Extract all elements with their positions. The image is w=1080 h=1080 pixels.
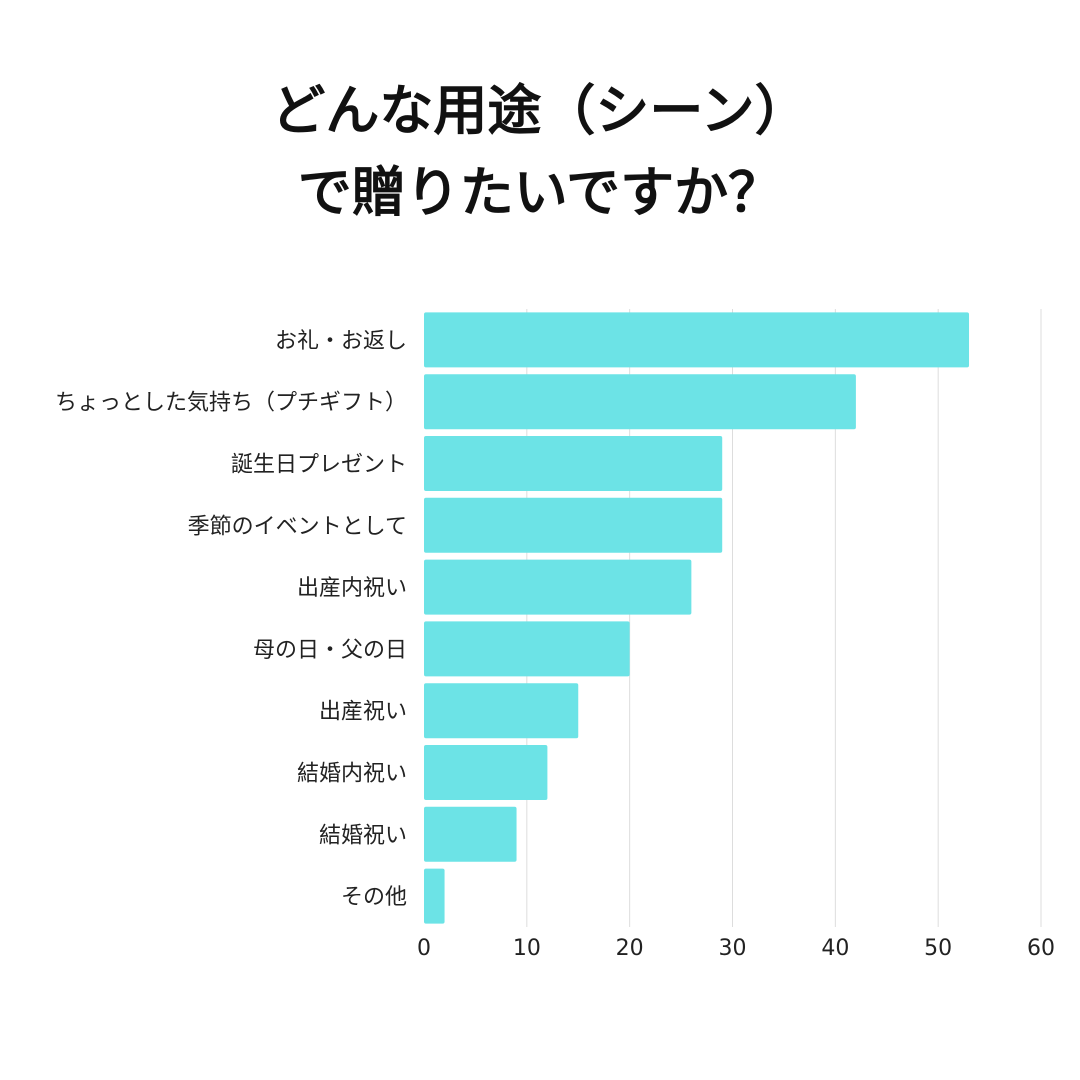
x-axis-ticks: 0 10 20 30 40 50 60 (417, 936, 1055, 961)
x-tick-label: 60 (1027, 936, 1055, 961)
bar (424, 621, 630, 677)
category-label: ちょっとした気持ち（プチギフト） (55, 391, 407, 416)
bar (424, 745, 548, 800)
category-label: 誕生日プレゼント (231, 453, 407, 478)
bar (424, 436, 723, 491)
chart-title-line-2: で贈りたいですか？ (297, 161, 783, 224)
bars (424, 312, 970, 924)
x-tick-label: 50 (924, 936, 952, 961)
x-tick-label: 10 (513, 936, 541, 961)
bar (424, 312, 970, 368)
category-label: その他 (341, 885, 407, 910)
category-label: 結婚祝い (319, 823, 407, 848)
bar (424, 806, 517, 862)
category-label: 出産内祝い (297, 576, 407, 601)
bar (424, 868, 445, 924)
chart-title: どんな用途（シーン） で贈りたいですか？ (0, 70, 1080, 234)
x-tick-label: 40 (821, 936, 849, 961)
bar (424, 497, 723, 553)
category-label: 結婚内祝い (297, 762, 407, 787)
category-label: お礼・お返し (275, 329, 407, 354)
x-tick-label: 30 (719, 936, 747, 961)
bar (424, 559, 692, 615)
x-tick-label: 20 (616, 936, 644, 961)
x-tick-label: 0 (417, 936, 431, 961)
bar (424, 374, 856, 430)
category-label: 母の日・父の日 (253, 638, 407, 663)
category-label: 出産祝い (319, 700, 407, 725)
bar (424, 683, 579, 739)
chart-title-line-1: どんな用途（シーン） (271, 79, 809, 142)
category-label: 季節のイベントとして (188, 514, 407, 539)
